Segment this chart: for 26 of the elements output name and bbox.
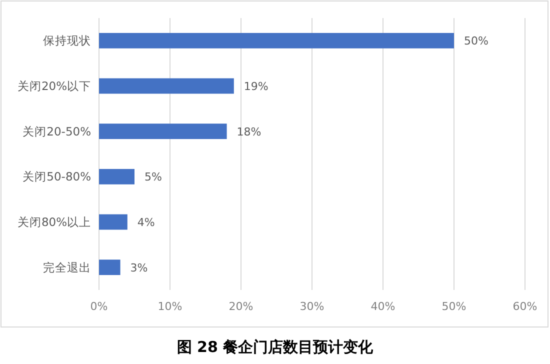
x-tick-label: 10% — [158, 300, 182, 313]
x-tick-label: 60% — [512, 300, 538, 313]
y-tick-label: 关闭20-50% — [22, 124, 92, 138]
data-label: 19% — [244, 80, 268, 93]
x-tick-label: 40% — [370, 300, 396, 313]
y-tick-label: 完全退出 — [43, 260, 91, 274]
y-tick-label: 关闭80%以上 — [17, 215, 91, 229]
bar — [99, 168, 134, 184]
x-tick-label: 0% — [90, 300, 108, 313]
data-label: 18% — [236, 125, 262, 138]
bar — [99, 124, 227, 140]
data-label: 3% — [130, 261, 148, 274]
bar — [99, 214, 128, 230]
y-tick-label: 关闭50-80% — [22, 170, 92, 184]
data-label: 50% — [464, 34, 488, 48]
x-tick-label: 50% — [442, 300, 466, 313]
data-label: 5% — [144, 170, 162, 184]
bar — [99, 32, 454, 48]
bar — [99, 260, 120, 276]
data-label: 4% — [137, 216, 155, 229]
x-tick-label: 30% — [300, 300, 324, 313]
bar — [99, 78, 234, 94]
y-tick-label: 关闭20%以下 — [17, 79, 91, 93]
text: 图 28 餐企门店数目预计变化 — [176, 338, 374, 356]
y-tick-label: 保持现状 — [43, 34, 91, 48]
x-tick-label: 20% — [228, 300, 254, 313]
